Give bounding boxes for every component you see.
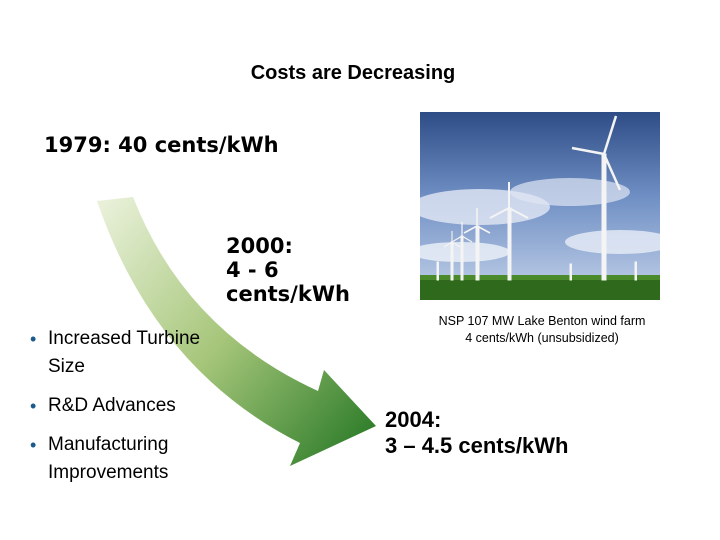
cost-1979-label: 1979: 40 cents/kWh (44, 133, 279, 157)
bullet-icon: • (30, 435, 37, 455)
cost-2000-year: 2000: (226, 234, 293, 258)
list-item: • R&D Advances (28, 392, 228, 420)
list-item-text: R&D Advances (48, 395, 176, 416)
photo-caption-line1: NSP 107 MW Lake Benton wind farm (438, 314, 646, 328)
cost-2000-unit: cents/kWh (226, 282, 350, 306)
bullet-icon: • (30, 396, 37, 416)
cost-driver-list: • Increased Turbine Size • R&D Advances … (28, 325, 228, 498)
list-item: • Increased Turbine Size (28, 325, 228, 381)
list-item-text: Manufacturing Improvements (48, 434, 169, 483)
slide-title: Costs are Decreasing (250, 62, 456, 84)
wind-farm-photo (420, 112, 660, 300)
list-item: • Manufacturing Improvements (28, 431, 228, 487)
cost-2000-range: 4 - 6 (226, 258, 279, 282)
arrow-shape (97, 197, 376, 466)
cost-2004-label: 2004: 3 – 4.5 cents/kWh (385, 407, 568, 459)
bullet-icon: • (30, 329, 37, 349)
list-item-text: Increased Turbine Size (48, 328, 201, 377)
cost-2004-year: 2004: (385, 407, 442, 432)
photo-caption-line2: 4 cents/kWh (unsubsidized) (465, 331, 619, 345)
photo-caption: NSP 107 MW Lake Benton wind farm 4 cents… (412, 313, 672, 347)
cost-2004-value: 3 – 4.5 cents/kWh (385, 433, 569, 458)
cost-2000-label: 2000: 4 - 6 cents/kWh (226, 234, 350, 306)
